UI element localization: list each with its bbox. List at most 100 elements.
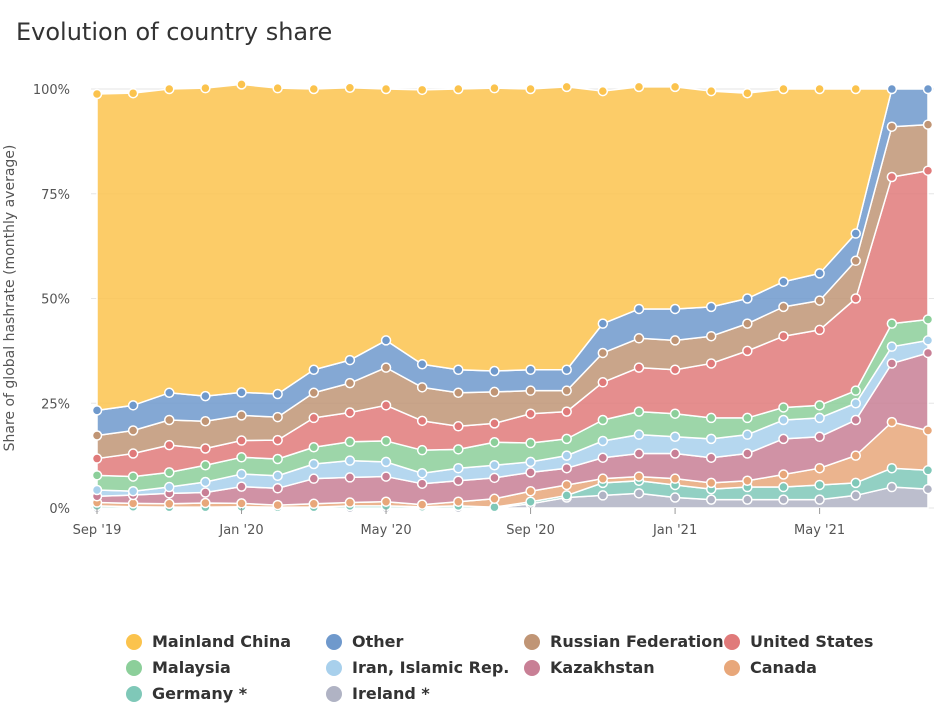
data-point[interactable] — [272, 434, 283, 446]
data-point[interactable] — [127, 485, 139, 497]
data-point[interactable] — [561, 479, 572, 491]
data-point[interactable] — [814, 268, 825, 279]
data-point[interactable] — [633, 333, 645, 344]
data-point[interactable] — [850, 398, 861, 409]
data-point[interactable] — [922, 335, 934, 346]
data-point[interactable] — [742, 345, 753, 357]
data-point[interactable] — [633, 406, 645, 417]
data-point[interactable] — [814, 324, 825, 336]
data-point[interactable] — [525, 364, 536, 375]
data-point[interactable] — [669, 335, 681, 346]
data-point[interactable] — [633, 448, 645, 459]
data-point[interactable] — [91, 484, 103, 496]
legend-item[interactable]: Kazakhstan — [524, 658, 655, 677]
data-point[interactable] — [922, 165, 934, 176]
data-point[interactable] — [778, 433, 789, 445]
data-point[interactable] — [742, 412, 753, 424]
legend-item[interactable]: Germany * — [126, 684, 247, 703]
data-point[interactable] — [597, 85, 609, 97]
data-point[interactable] — [344, 82, 356, 93]
data-point[interactable] — [200, 82, 211, 94]
data-point[interactable] — [380, 471, 392, 482]
data-point[interactable] — [416, 415, 428, 427]
data-point[interactable] — [453, 444, 464, 455]
data-point[interactable] — [380, 496, 392, 507]
data-point[interactable] — [597, 347, 609, 359]
data-point[interactable] — [633, 471, 645, 482]
data-point[interactable] — [344, 455, 356, 466]
data-point[interactable] — [525, 485, 536, 497]
data-point[interactable] — [669, 408, 681, 419]
data-point[interactable] — [850, 450, 861, 461]
data-point[interactable] — [344, 436, 356, 448]
data-point[interactable] — [669, 364, 681, 375]
data-point[interactable] — [561, 450, 572, 461]
data-point[interactable] — [489, 418, 500, 429]
data-point[interactable] — [489, 493, 500, 505]
data-point[interactable] — [525, 467, 536, 478]
data-point[interactable] — [380, 400, 392, 411]
data-point[interactable] — [850, 255, 861, 267]
data-point[interactable] — [236, 468, 247, 480]
data-point[interactable] — [814, 295, 825, 306]
data-point[interactable] — [814, 479, 825, 491]
data-point[interactable] — [127, 425, 139, 436]
data-point[interactable] — [633, 81, 645, 93]
data-point[interactable] — [742, 318, 753, 329]
data-point[interactable] — [380, 435, 392, 447]
data-point[interactable] — [814, 83, 825, 95]
data-point[interactable] — [669, 473, 681, 484]
data-point[interactable] — [272, 82, 283, 94]
data-point[interactable] — [561, 406, 572, 417]
data-point[interactable] — [236, 435, 247, 446]
legend-item[interactable]: Canada — [724, 658, 817, 677]
data-point[interactable] — [200, 416, 211, 427]
data-point[interactable] — [489, 472, 500, 484]
data-point[interactable] — [850, 490, 861, 501]
data-point[interactable] — [705, 433, 717, 445]
data-point[interactable] — [272, 470, 283, 481]
data-point[interactable] — [164, 498, 175, 510]
data-point[interactable] — [344, 472, 356, 483]
data-point[interactable] — [561, 490, 572, 501]
data-point[interactable] — [164, 83, 175, 95]
data-point[interactable] — [453, 364, 464, 375]
data-point[interactable] — [164, 439, 175, 451]
data-point[interactable] — [669, 448, 681, 459]
data-point[interactable] — [561, 81, 572, 93]
data-point[interactable] — [416, 444, 428, 456]
data-point[interactable] — [272, 388, 283, 400]
data-point[interactable] — [561, 433, 572, 445]
data-point[interactable] — [525, 385, 536, 396]
data-point[interactable] — [344, 497, 356, 508]
legend-item[interactable]: Ireland * — [326, 684, 430, 703]
data-point[interactable] — [705, 494, 717, 505]
data-point[interactable] — [886, 462, 898, 474]
data-point[interactable] — [453, 387, 464, 399]
data-point[interactable] — [489, 460, 500, 471]
data-point[interactable] — [416, 478, 428, 489]
data-point[interactable] — [669, 492, 681, 503]
data-point[interactable] — [308, 498, 320, 510]
data-point[interactable] — [200, 487, 211, 498]
legend-item[interactable]: Malaysia — [126, 658, 231, 677]
data-point[interactable] — [778, 481, 789, 493]
data-point[interactable] — [308, 83, 320, 95]
data-point[interactable] — [886, 358, 898, 369]
data-point[interactable] — [742, 494, 753, 505]
data-point[interactable] — [705, 477, 717, 489]
data-point[interactable] — [453, 475, 464, 487]
data-point[interactable] — [778, 494, 789, 505]
data-point[interactable] — [633, 429, 645, 440]
data-point[interactable] — [453, 421, 464, 432]
data-point[interactable] — [236, 452, 247, 463]
data-point[interactable] — [886, 171, 898, 183]
data-point[interactable] — [814, 462, 825, 474]
data-point[interactable] — [814, 400, 825, 411]
data-point[interactable] — [669, 303, 681, 315]
data-point[interactable] — [416, 359, 428, 370]
data-point[interactable] — [308, 412, 320, 424]
data-point[interactable] — [597, 473, 609, 484]
data-point[interactable] — [850, 83, 861, 95]
data-point[interactable] — [308, 364, 320, 375]
